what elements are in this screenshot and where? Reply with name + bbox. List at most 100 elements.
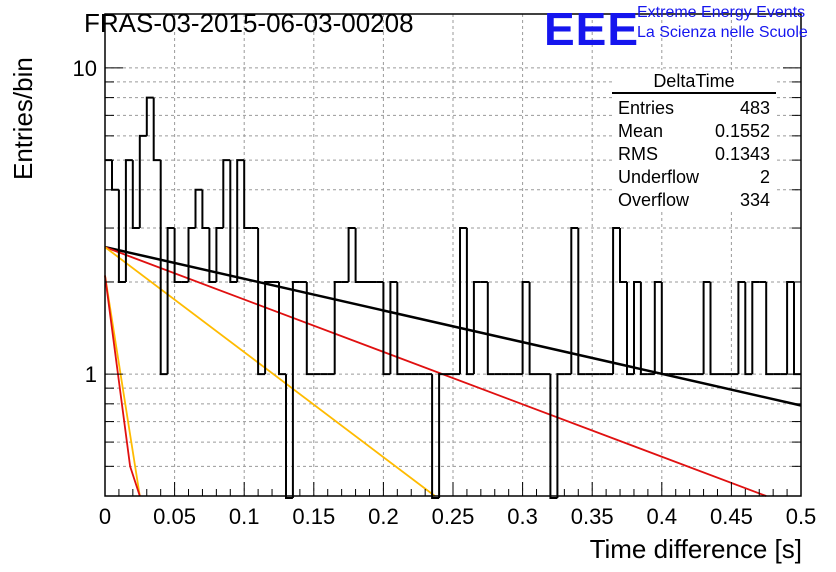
stats-row: Mean 0.1552	[612, 120, 776, 143]
histogram-bin	[285, 374, 293, 499]
histogram-bin	[243, 160, 252, 229]
tick-labels: 0 0.05 0.1 0.15 0.2 0.25 0.3 0.35 0.4 0.45 0.5 1 10	[73, 56, 817, 529]
stats-row: Overflow 334	[612, 189, 776, 212]
histogram-bin	[472, 281, 481, 375]
stats-label: RMS	[618, 144, 658, 164]
histogram-bin	[438, 373, 446, 498]
x-tick-label: 0.2	[368, 504, 399, 529]
histogram	[105, 96, 801, 499]
stats-row: Underflow 2	[612, 166, 776, 189]
stats-box: DeltaTime Entries 483 Mean 0.1552 RMS 0.…	[612, 70, 776, 212]
histogram-bin	[751, 281, 760, 375]
y-axis-label: Entries/bin	[8, 57, 38, 180]
histogram-bin	[215, 227, 224, 282]
histogram-bin	[626, 282, 634, 376]
x-tick-label: 0.3	[507, 504, 538, 529]
histogram-bin	[737, 281, 746, 375]
chart-title: FRAS-03-2015-06-03-00208	[84, 8, 414, 38]
histogram-bin	[173, 228, 182, 283]
histogram-bin	[208, 228, 217, 283]
x-tick-label: 0.45	[710, 504, 753, 529]
stats-label: Entries	[618, 98, 675, 118]
fit-line	[104, 275, 141, 497]
histogram-bin	[570, 227, 579, 375]
histogram-bin	[111, 160, 119, 191]
histogram-bin	[528, 282, 537, 376]
stats-value: 0.1552	[714, 121, 770, 141]
histogram-bin	[786, 281, 794, 375]
histogram-bin	[793, 282, 801, 376]
histogram-bin	[257, 228, 266, 376]
histogram-bin	[382, 282, 391, 376]
axis-ticks	[104, 67, 802, 497]
histogram-bin	[138, 134, 147, 228]
stats-label: Underflow	[618, 167, 700, 187]
histogram-bin	[633, 281, 641, 375]
histogram-bin	[577, 228, 586, 376]
histogram-bin	[201, 189, 210, 229]
fit-line	[104, 246, 767, 497]
histogram-bin	[194, 188, 203, 228]
fit-line	[104, 245, 802, 407]
y-tick-label: 10	[73, 56, 97, 81]
histogram-bin	[278, 282, 286, 376]
histogram-bin	[619, 228, 627, 283]
histogram-bin	[152, 97, 161, 162]
histogram-bin	[354, 228, 363, 283]
histogram-bin	[465, 228, 474, 376]
histogram-bin	[396, 282, 405, 376]
histogram-bin	[702, 281, 711, 375]
x-tick-label: 0	[99, 504, 111, 529]
fit-line	[104, 275, 141, 497]
y-tick-label: 1	[85, 362, 97, 387]
histogram-bin	[131, 160, 140, 229]
histogram-bin	[229, 160, 238, 283]
histogram-bin	[117, 189, 126, 283]
histogram-bin	[291, 281, 300, 498]
histogram-bin	[612, 227, 620, 375]
histogram-bin	[159, 160, 168, 376]
histogram-bin	[556, 373, 565, 498]
histogram-bin	[236, 159, 245, 282]
histogram-bin	[305, 282, 314, 376]
histogram-bin	[264, 281, 272, 375]
stats-title: DeltaTime	[612, 70, 776, 94]
histogram-bin	[639, 282, 648, 376]
stats-value: 483	[739, 98, 770, 118]
x-tick-label: 0.05	[153, 504, 196, 529]
stats-value: 0.1343	[714, 144, 770, 164]
histogram-bin	[222, 159, 231, 228]
logo-line-1: Extreme Energy Events	[637, 4, 806, 21]
histogram-bin	[459, 227, 467, 375]
x-axis-label: Time difference [s]	[589, 534, 802, 564]
stats-label: Mean	[618, 121, 664, 141]
stats-label: Overflow	[618, 190, 690, 210]
eee-logo: EEE	[544, 3, 640, 55]
stats-value: 334	[739, 190, 770, 210]
histogram-bin	[333, 281, 342, 375]
x-tick-label: 0.25	[432, 504, 475, 529]
stats-row: Entries 483	[612, 97, 776, 120]
stats-row: RMS 0.1343	[612, 143, 776, 166]
stats-value: 2	[759, 167, 770, 187]
histogram-bin	[187, 227, 196, 282]
histogram-bin	[660, 282, 669, 376]
logo-line-2: La Scienza nelle Scuole	[637, 24, 808, 41]
histogram-bin	[124, 159, 133, 282]
histogram-bin	[521, 281, 530, 375]
histogram-bin	[389, 281, 398, 375]
histogram-bin	[765, 282, 774, 376]
x-tick-label: 0.1	[229, 504, 260, 529]
histogram-bin	[431, 374, 440, 499]
histogram-bin	[347, 227, 356, 282]
histogram-bin	[549, 374, 558, 499]
histogram-bin	[486, 282, 495, 376]
histogram-bin	[166, 227, 175, 375]
histogram-bin	[744, 282, 753, 376]
x-tick-label: 0.15	[292, 504, 335, 529]
x-tick-label: 0.35	[571, 504, 614, 529]
histogram-bin	[653, 281, 662, 375]
x-tick-label: 0.4	[647, 504, 678, 529]
x-tick-label: 0.5	[786, 504, 817, 529]
